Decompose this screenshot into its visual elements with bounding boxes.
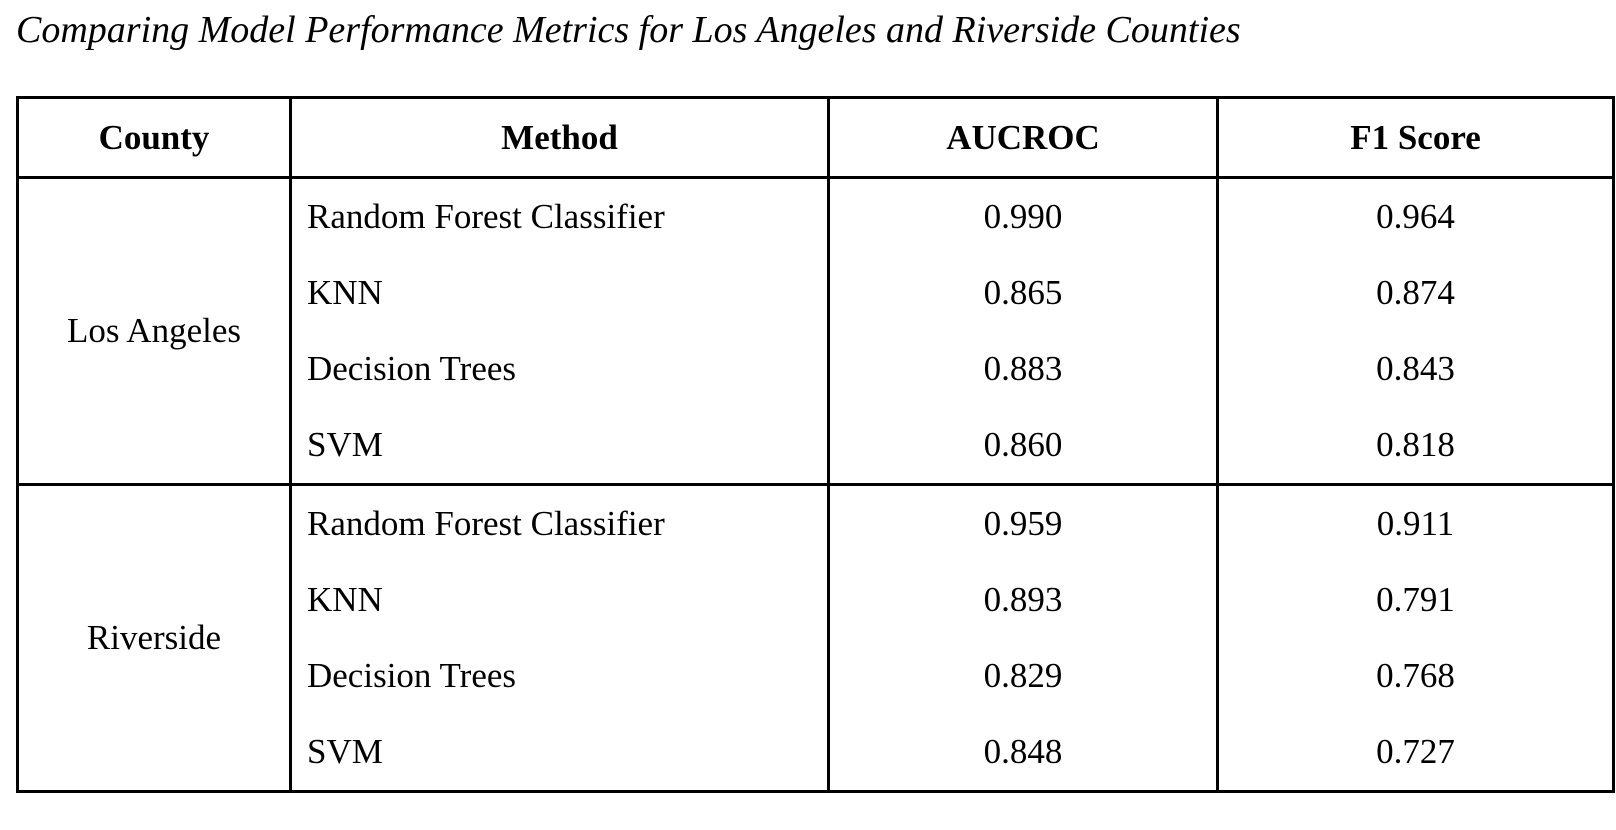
table-row: KNN 0.865 0.874 bbox=[18, 255, 1615, 331]
f1-cell: 0.727 bbox=[1216, 714, 1615, 793]
f1-cell: 0.843 bbox=[1216, 331, 1615, 407]
method-cell: Decision Trees bbox=[289, 331, 830, 407]
aucroc-cell: 0.829 bbox=[827, 638, 1219, 714]
aucroc-cell: 0.893 bbox=[827, 562, 1219, 638]
table-header: County Method AUCROC F1 Score bbox=[16, 96, 1615, 179]
table-row: Los Angeles Random Forest Classifier 0.9… bbox=[16, 177, 1615, 486]
column-header-method: Method bbox=[289, 96, 830, 179]
table-row: Decision Trees 0.829 0.768 bbox=[18, 638, 1615, 714]
method-cell: Random Forest Classifier bbox=[289, 484, 830, 562]
aucroc-cell: 0.990 bbox=[827, 177, 1219, 255]
method-cell: Random Forest Classifier bbox=[289, 177, 830, 255]
f1-cell: 0.911 bbox=[1216, 484, 1615, 562]
method-cell: KNN bbox=[289, 562, 830, 638]
f1-cell: 0.791 bbox=[1216, 562, 1615, 638]
aucroc-cell: 0.848 bbox=[827, 714, 1219, 793]
aucroc-cell: 0.860 bbox=[827, 407, 1219, 486]
method-cell: SVM bbox=[289, 714, 830, 793]
county-cell-riverside: Riverside bbox=[16, 484, 292, 793]
county-cell-los-angeles: Los Angeles bbox=[16, 177, 292, 486]
table-row: SVM 0.848 0.727 bbox=[18, 714, 1615, 793]
f1-cell: 0.768 bbox=[1216, 638, 1615, 714]
method-cell: SVM bbox=[289, 407, 830, 486]
table-body: Los Angeles Random Forest Classifier 0.9… bbox=[16, 177, 1615, 793]
results-table: County Method AUCROC F1 Score Los Angele… bbox=[16, 96, 1615, 793]
table-row: SVM 0.860 0.818 bbox=[18, 407, 1615, 486]
column-header-f1-score: F1 Score bbox=[1216, 96, 1615, 179]
f1-cell: 0.874 bbox=[1216, 255, 1615, 331]
table-caption: Comparing Model Performance Metrics for … bbox=[16, 9, 1241, 51]
f1-cell: 0.964 bbox=[1216, 177, 1615, 255]
table-row: KNN 0.893 0.791 bbox=[18, 562, 1615, 638]
column-header-aucroc: AUCROC bbox=[827, 96, 1219, 179]
method-cell: Decision Trees bbox=[289, 638, 830, 714]
aucroc-cell: 0.959 bbox=[827, 484, 1219, 562]
f1-cell: 0.818 bbox=[1216, 407, 1615, 486]
table-row: Decision Trees 0.883 0.843 bbox=[18, 331, 1615, 407]
aucroc-cell: 0.883 bbox=[827, 331, 1219, 407]
table-row: Riverside Random Forest Classifier 0.959… bbox=[16, 484, 1615, 793]
column-header-county: County bbox=[16, 96, 292, 179]
method-cell: KNN bbox=[289, 255, 830, 331]
header-row: County Method AUCROC F1 Score bbox=[16, 96, 1615, 179]
aucroc-cell: 0.865 bbox=[827, 255, 1219, 331]
